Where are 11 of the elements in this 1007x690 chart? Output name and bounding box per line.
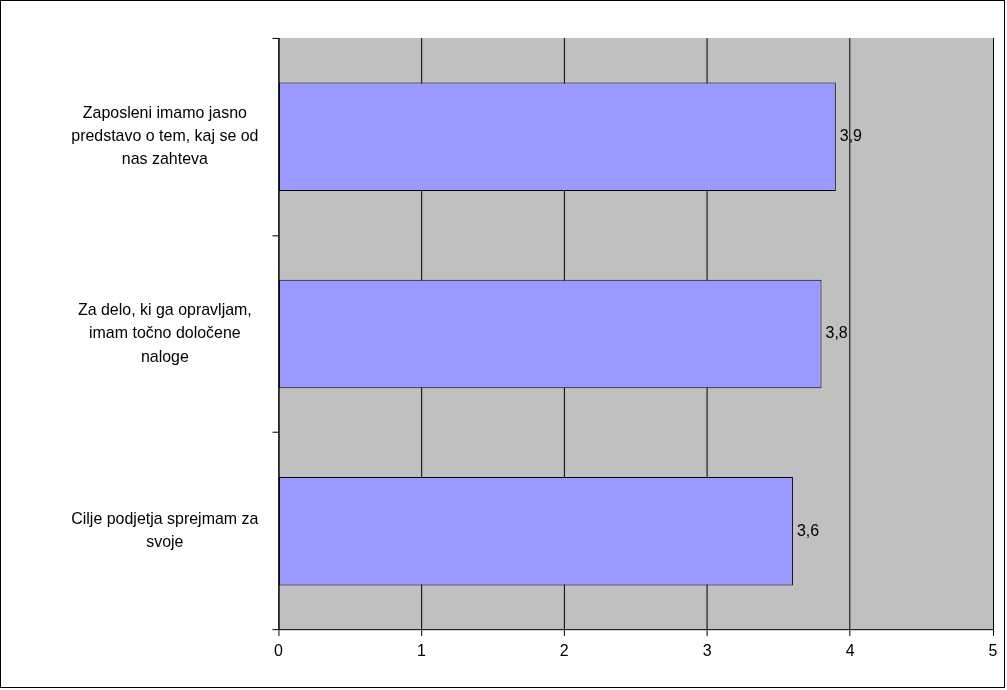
- x-tick-label: 1: [416, 641, 426, 659]
- y-tick-label: Cilje podjetja sprejmam za svoje: [71, 510, 259, 551]
- x-tick-label: 5: [988, 641, 998, 659]
- data-label: 3,6: [796, 521, 820, 539]
- x-tick-label: 4: [845, 641, 855, 659]
- x-tick-label: 0: [274, 641, 284, 659]
- x-tick-label: 3: [702, 641, 712, 659]
- y-tick-label: Za delo, ki ga opravljam, imam točno določene naloge: [77, 301, 252, 365]
- y-tick-label: Zaposleni imamo jasno predstavo o tem, kaj se od nas zahteva: [71, 104, 259, 168]
- data-label: 3,8: [825, 324, 848, 342]
- x-tick-label: 2: [559, 641, 569, 659]
